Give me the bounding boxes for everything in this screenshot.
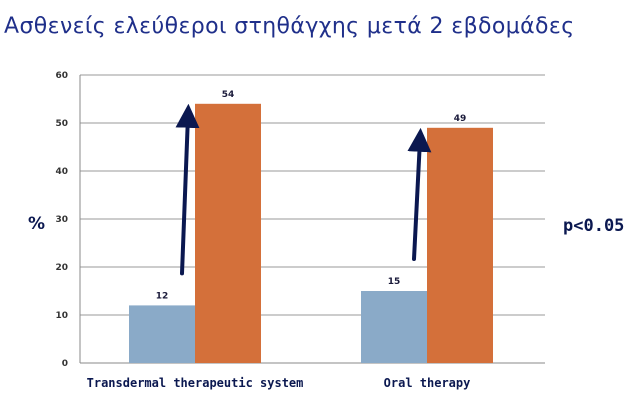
data-label: 49 [454, 114, 467, 124]
data-label: 54 [222, 90, 235, 100]
y-tick-label: 60 [55, 71, 68, 81]
y-tick-label: 10 [55, 311, 68, 321]
y-tick-label: 50 [55, 119, 68, 129]
y-tick-label: 30 [55, 215, 68, 225]
arrows [175, 103, 432, 276]
data-label: 12 [156, 291, 169, 301]
data-label: 15 [388, 277, 401, 287]
category-labels: Transdermal therapeutic system Oral thera… [87, 376, 471, 390]
y-axis: 0 10 20 30 40 50 60 [55, 71, 81, 369]
category-label: Oral therapy [384, 376, 471, 390]
bar-before-0 [129, 305, 195, 363]
y-tick-label: 40 [55, 167, 68, 177]
data-labels: 12 54 15 49 [156, 90, 467, 302]
increase-arrow-1 [407, 127, 432, 261]
chart-title: Ασθενείς ελεύθεροι στηθάγχης μετά 2 εβδο… [4, 14, 575, 39]
bar-before-1 [361, 291, 427, 363]
bar-after-1 [427, 127, 493, 363]
bars [129, 103, 493, 364]
y-tick-label: 20 [55, 263, 68, 273]
bar-after-0 [195, 103, 261, 364]
category-label: Transdermal therapeutic system [87, 376, 304, 390]
y-tick-label: 0 [62, 359, 68, 369]
y-axis-label: % [28, 214, 46, 234]
significance-annotation: p<0.05 [563, 216, 625, 236]
increase-arrow-0 [175, 103, 200, 276]
